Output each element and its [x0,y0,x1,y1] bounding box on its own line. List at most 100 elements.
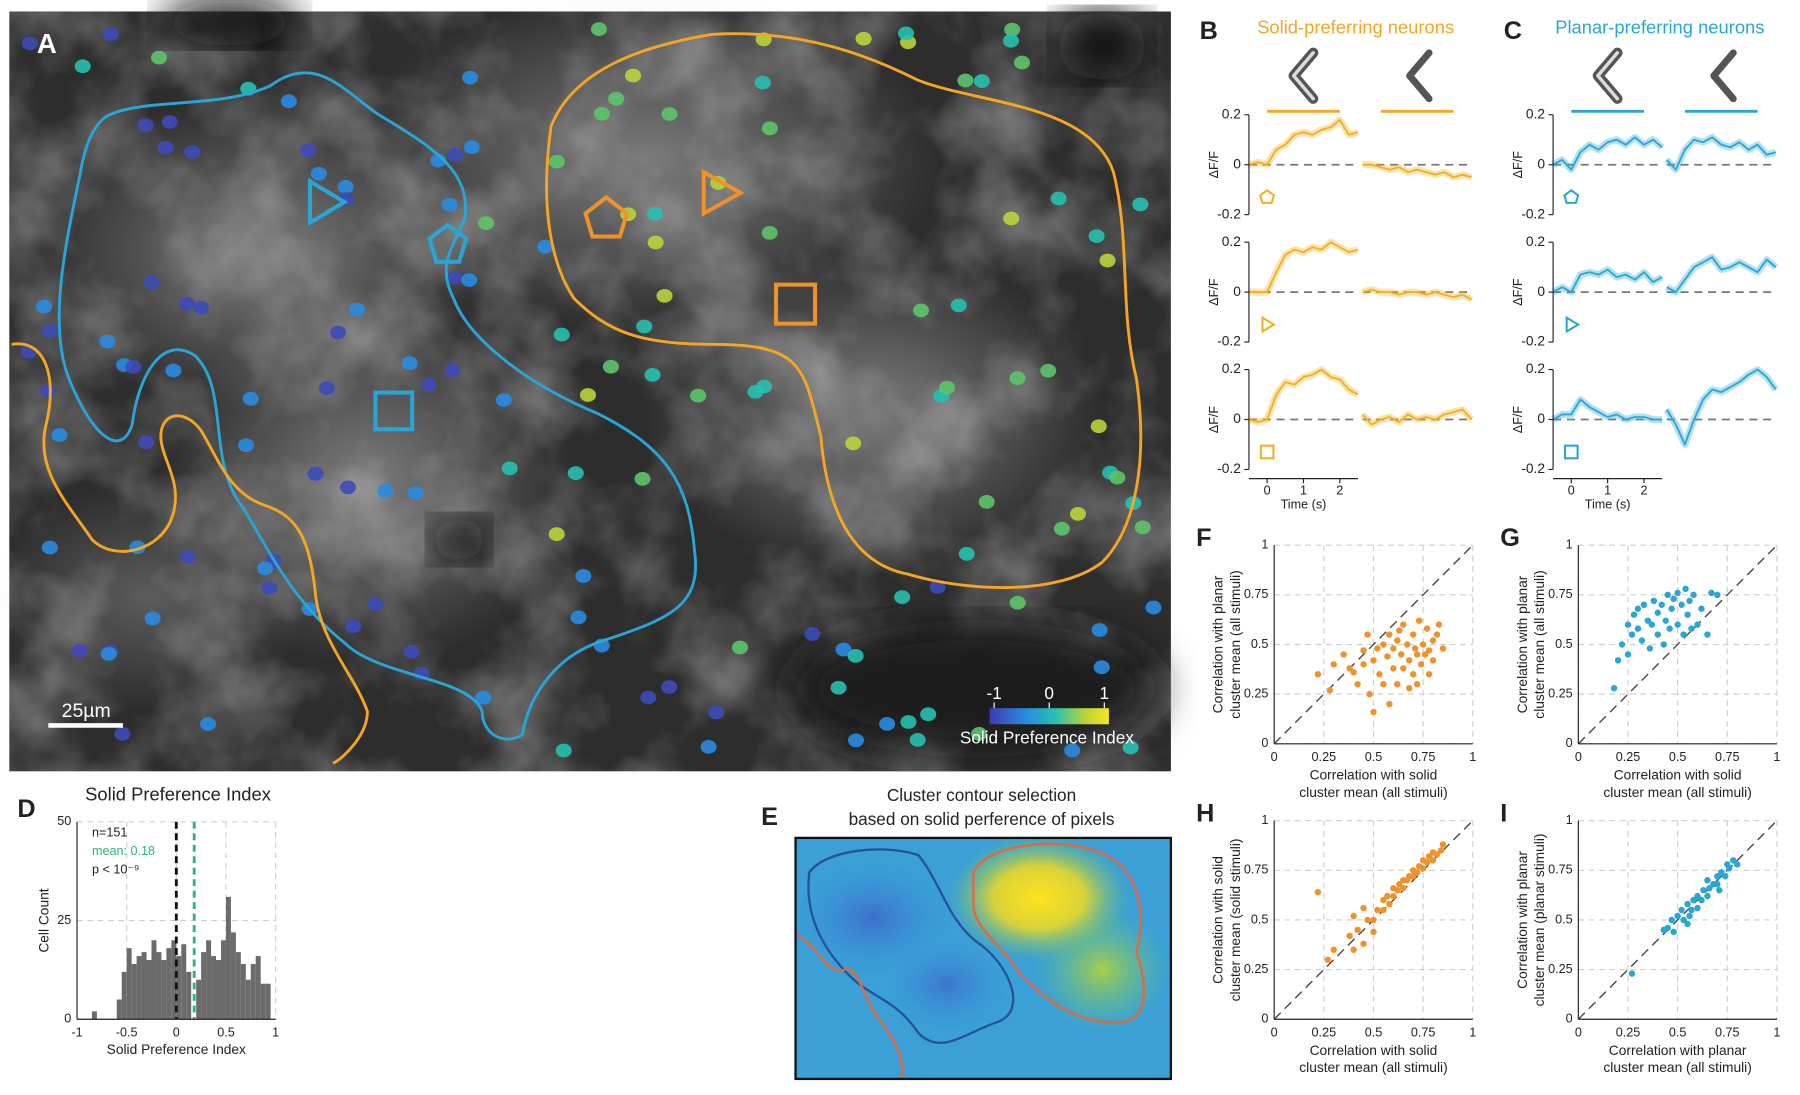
y-axis-label: ΔF/F [1207,151,1221,179]
cell-dot [754,75,771,90]
scatter-point [1690,896,1697,904]
panel-letter: E [761,803,778,831]
cell-dot [478,216,495,230]
cell-dot [144,611,161,626]
cell-dot [446,270,463,285]
x-axis-label: Correlation with planar [1609,1043,1747,1058]
scatter-point [1684,920,1691,928]
y-axis-label: ΔF/F [1207,278,1221,306]
cell-dot [137,118,154,133]
scatter-point [1646,645,1654,652]
cell-dot [1064,743,1081,758]
cell-dot [39,384,56,398]
x-tick-label: 0 [1271,1025,1278,1039]
cell-dot [307,466,324,481]
scatter-point [1413,869,1421,876]
cell-dot [661,680,678,694]
trace-line [1666,256,1777,294]
cell-dot [330,325,347,340]
scatter-point [1670,595,1677,603]
scatter-point [1433,631,1441,638]
scatter-point [1664,591,1671,599]
scatter-point [1640,601,1648,608]
scatter-point [1694,892,1701,900]
histogram-bar [171,940,177,1020]
cell-dot [192,301,210,315]
scatter-point [1360,904,1367,912]
scatter-point [1360,661,1367,668]
cell-dot [441,197,458,212]
scatter-point [1390,645,1397,652]
cell-dot [157,140,174,155]
cell-dot [761,225,778,240]
y-tick-label: 0 [1233,156,1241,171]
cell-dot [1069,506,1087,521]
cell-dot [165,363,182,378]
cell-dot [462,70,479,85]
histogram-bar [206,940,212,1020]
cell-dot [344,619,362,634]
cell-dot [625,68,642,83]
histogram-bar [196,979,202,1020]
scatter-point [1682,585,1689,593]
cell-dot [656,289,673,303]
cell-dot [349,302,366,317]
x-tick-label: 0.25 [1616,1025,1641,1039]
cell-dot [1009,371,1026,386]
cell-dot [318,381,335,396]
x-tick-label: 0.75 [1411,1025,1436,1039]
scatter-point [1413,680,1421,688]
cell-dot [971,727,988,741]
scatter-point [1400,621,1407,628]
scatter-point [1694,904,1701,912]
y-tick-label: 0.25 [1244,686,1269,700]
scatter-point [1678,906,1685,914]
scatter-point [1405,684,1413,692]
scatter-point [1722,873,1729,880]
x-tick-label: 1 [1604,484,1611,498]
scatter-point [1314,671,1322,678]
histogram-bar [176,956,182,1020]
cell-dot [973,74,990,88]
identity-line [1577,820,1778,1020]
cell-dot [1004,22,1021,37]
cell-dot [1003,211,1020,226]
cell-dot [1145,600,1162,615]
trace-line [1665,368,1777,446]
y-tick-label: 0.5 [1251,637,1269,651]
x-tick-label: 0 [1575,1025,1582,1039]
scatter-point [1433,851,1441,858]
scatter-point [1417,661,1425,668]
cell-dot [647,235,664,250]
cell-dot [537,239,554,254]
histogram-bar [225,896,231,1020]
histogram-bar [230,932,236,1020]
scatter-point [1354,680,1361,688]
x-tick-label: 0 [1264,484,1271,498]
cell-dot [958,546,975,561]
scatter-point [1662,617,1669,624]
scatter-point [1429,637,1437,644]
cell-dot [461,273,478,287]
y-axis-label: cluster mean (solid stimuli) [1228,838,1243,1001]
panel-letter: F [1196,524,1211,552]
y-tick-label: 0 [1261,1012,1268,1026]
y-tick-label: 0.5 [1555,637,1573,651]
cell-dot [835,642,852,657]
scatter-point [1660,641,1667,648]
scatter-point [1704,631,1711,638]
scatter-point [1694,621,1701,628]
cell-dot [909,732,926,747]
y-axis-label: Correlation with solid [1211,856,1226,984]
cell-dot [548,154,565,169]
cell-dot [661,107,678,121]
cell-dot [950,298,967,313]
x-tick-label: 0.5 [1365,750,1383,764]
scatter-point [1390,665,1397,672]
cell-dot [957,73,974,88]
y-axis-label: ΔF/F [1207,406,1221,434]
cell-dot [21,36,38,51]
neuron-marker [1565,315,1581,334]
y-tick-label: 0.2 [1526,361,1545,376]
